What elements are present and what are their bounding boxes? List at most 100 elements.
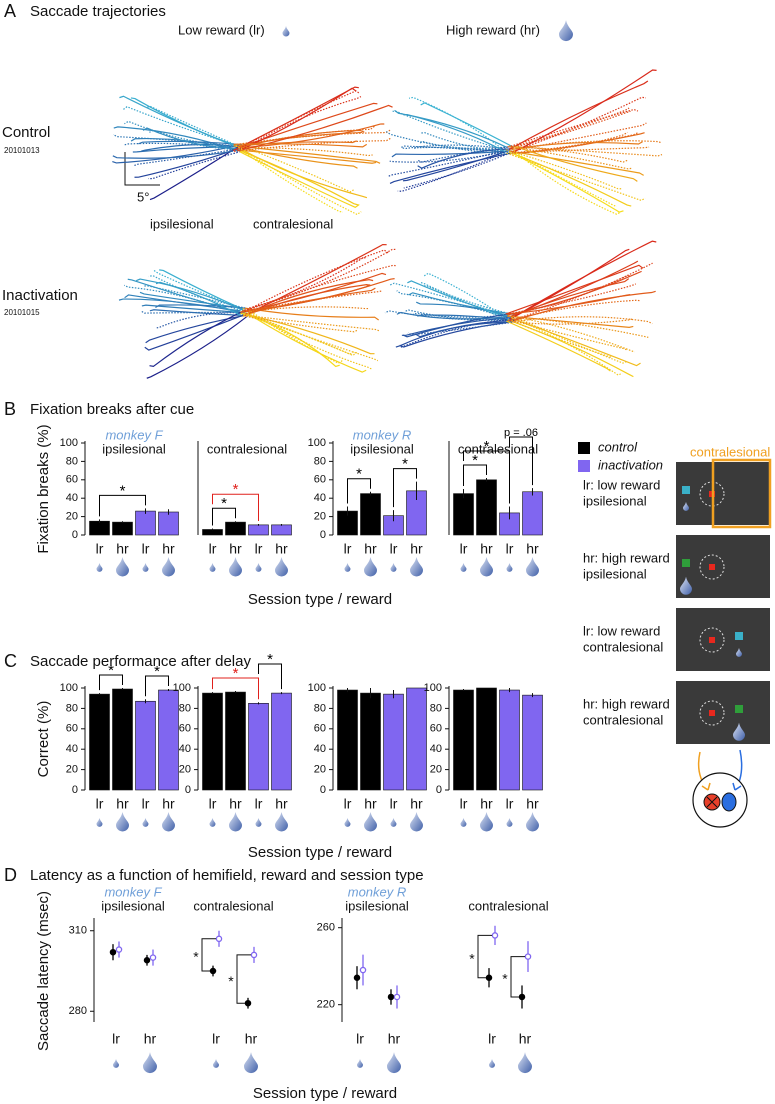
trajectory bbox=[249, 306, 370, 312]
significance-label: * bbox=[154, 663, 160, 680]
bar bbox=[135, 700, 156, 791]
x-axis-label: Session type / reward bbox=[253, 1085, 397, 1102]
x-tick-label: hr bbox=[526, 796, 539, 812]
reward-drop bbox=[275, 811, 288, 832]
panel-title: Latency as a function of hemifield, rewa… bbox=[30, 867, 424, 884]
task-screen bbox=[676, 462, 770, 525]
y-tick-label: 20 bbox=[430, 764, 442, 776]
significance-bracket bbox=[212, 493, 259, 521]
data-point bbox=[359, 966, 367, 974]
trajectory bbox=[142, 127, 243, 150]
x-tick-label: lr bbox=[506, 796, 514, 812]
significance-bracket bbox=[212, 677, 259, 700]
trajectory bbox=[407, 321, 516, 336]
bar bbox=[135, 510, 156, 536]
trajectory bbox=[514, 240, 657, 318]
reward-drop bbox=[387, 1052, 401, 1074]
x-tick-label: lr bbox=[142, 796, 150, 812]
fixation-point bbox=[709, 710, 715, 716]
trajectory bbox=[140, 310, 242, 314]
significance-label: * bbox=[233, 481, 239, 498]
trajectory bbox=[245, 313, 375, 355]
y-tick-label: 40 bbox=[314, 492, 326, 504]
fixation-window bbox=[699, 627, 725, 653]
reward-drop bbox=[506, 562, 513, 572]
reward-drop bbox=[113, 1058, 119, 1068]
y-tick-label: 220 bbox=[317, 999, 335, 1011]
reward-drop bbox=[480, 811, 493, 832]
y-tick-label: 60 bbox=[314, 723, 326, 735]
condition-label: contralesional bbox=[583, 639, 663, 654]
y-tick-label: 100 bbox=[308, 682, 326, 694]
y-tick-label: 20 bbox=[314, 511, 326, 523]
y-tick-label: 100 bbox=[60, 437, 78, 449]
trajectory bbox=[513, 290, 656, 322]
legend-label: control bbox=[598, 439, 638, 454]
target bbox=[682, 486, 690, 494]
trajectory bbox=[400, 318, 513, 348]
x-tick-label: lr bbox=[142, 541, 150, 557]
x-tick-label: hr bbox=[275, 796, 288, 812]
data-point bbox=[491, 932, 499, 939]
trajectory bbox=[232, 86, 359, 152]
x-tick-label: hr bbox=[410, 541, 423, 557]
trajectory bbox=[511, 316, 623, 376]
y-tick-label: 260 bbox=[317, 922, 335, 934]
trajectory bbox=[506, 320, 611, 372]
bar bbox=[89, 520, 110, 536]
x-tick-label: lr bbox=[460, 796, 468, 812]
trajectory bbox=[511, 145, 663, 157]
fixation-window bbox=[699, 700, 725, 726]
significance-label: * bbox=[502, 970, 508, 986]
reward-drop bbox=[143, 1052, 157, 1074]
significance-label: * bbox=[228, 973, 234, 989]
reward-drop bbox=[410, 811, 423, 832]
hemifield-label: contralesional bbox=[458, 441, 538, 456]
hemifield-label: ipsilesional bbox=[350, 441, 414, 456]
y-tick-label: 20 bbox=[66, 764, 78, 776]
panel-title: Saccade trajectories bbox=[30, 3, 166, 20]
reward-drop bbox=[480, 556, 493, 577]
chart-subtitle: monkey F bbox=[104, 884, 162, 899]
reward-drop bbox=[244, 1052, 258, 1074]
trajectory bbox=[149, 309, 247, 367]
significance-bracket bbox=[477, 934, 492, 979]
trajectory bbox=[512, 320, 634, 378]
significance-bracket bbox=[509, 436, 533, 486]
x-tick-label: hr bbox=[364, 796, 377, 812]
trajectory bbox=[153, 269, 244, 311]
trajectory bbox=[155, 281, 241, 316]
trajectory bbox=[420, 281, 506, 320]
reward-drop bbox=[209, 562, 216, 572]
trajectory bbox=[389, 151, 514, 184]
y-tick-label: 40 bbox=[179, 743, 191, 755]
trajectory bbox=[238, 149, 359, 206]
schematic-label: contralesional bbox=[690, 444, 770, 459]
target bbox=[735, 632, 743, 640]
y-tick-label: 80 bbox=[314, 455, 326, 467]
hemifield-label: ipsilesional bbox=[345, 898, 409, 913]
trajectory bbox=[508, 145, 633, 170]
hemifield-label: contralesional bbox=[253, 216, 333, 231]
trajectory bbox=[509, 150, 644, 176]
x-tick-label: hr bbox=[364, 541, 377, 557]
x-tick-label: hr bbox=[116, 541, 129, 557]
reward-drop bbox=[680, 576, 692, 595]
legend-swatch bbox=[578, 442, 590, 454]
panel-letter: A bbox=[4, 1, 16, 21]
trajectory bbox=[508, 151, 632, 207]
task-screen bbox=[676, 681, 770, 744]
trajectory bbox=[507, 315, 649, 338]
trajectory bbox=[508, 270, 642, 316]
condition-label: hr: high reward bbox=[583, 550, 670, 565]
y-tick-label: 0 bbox=[320, 529, 326, 541]
trajectory bbox=[237, 104, 393, 152]
trajectory bbox=[135, 278, 245, 312]
trajectory bbox=[509, 262, 653, 322]
bar bbox=[271, 524, 292, 536]
trajectory bbox=[149, 309, 242, 316]
bar bbox=[406, 687, 427, 791]
bar bbox=[337, 689, 358, 791]
